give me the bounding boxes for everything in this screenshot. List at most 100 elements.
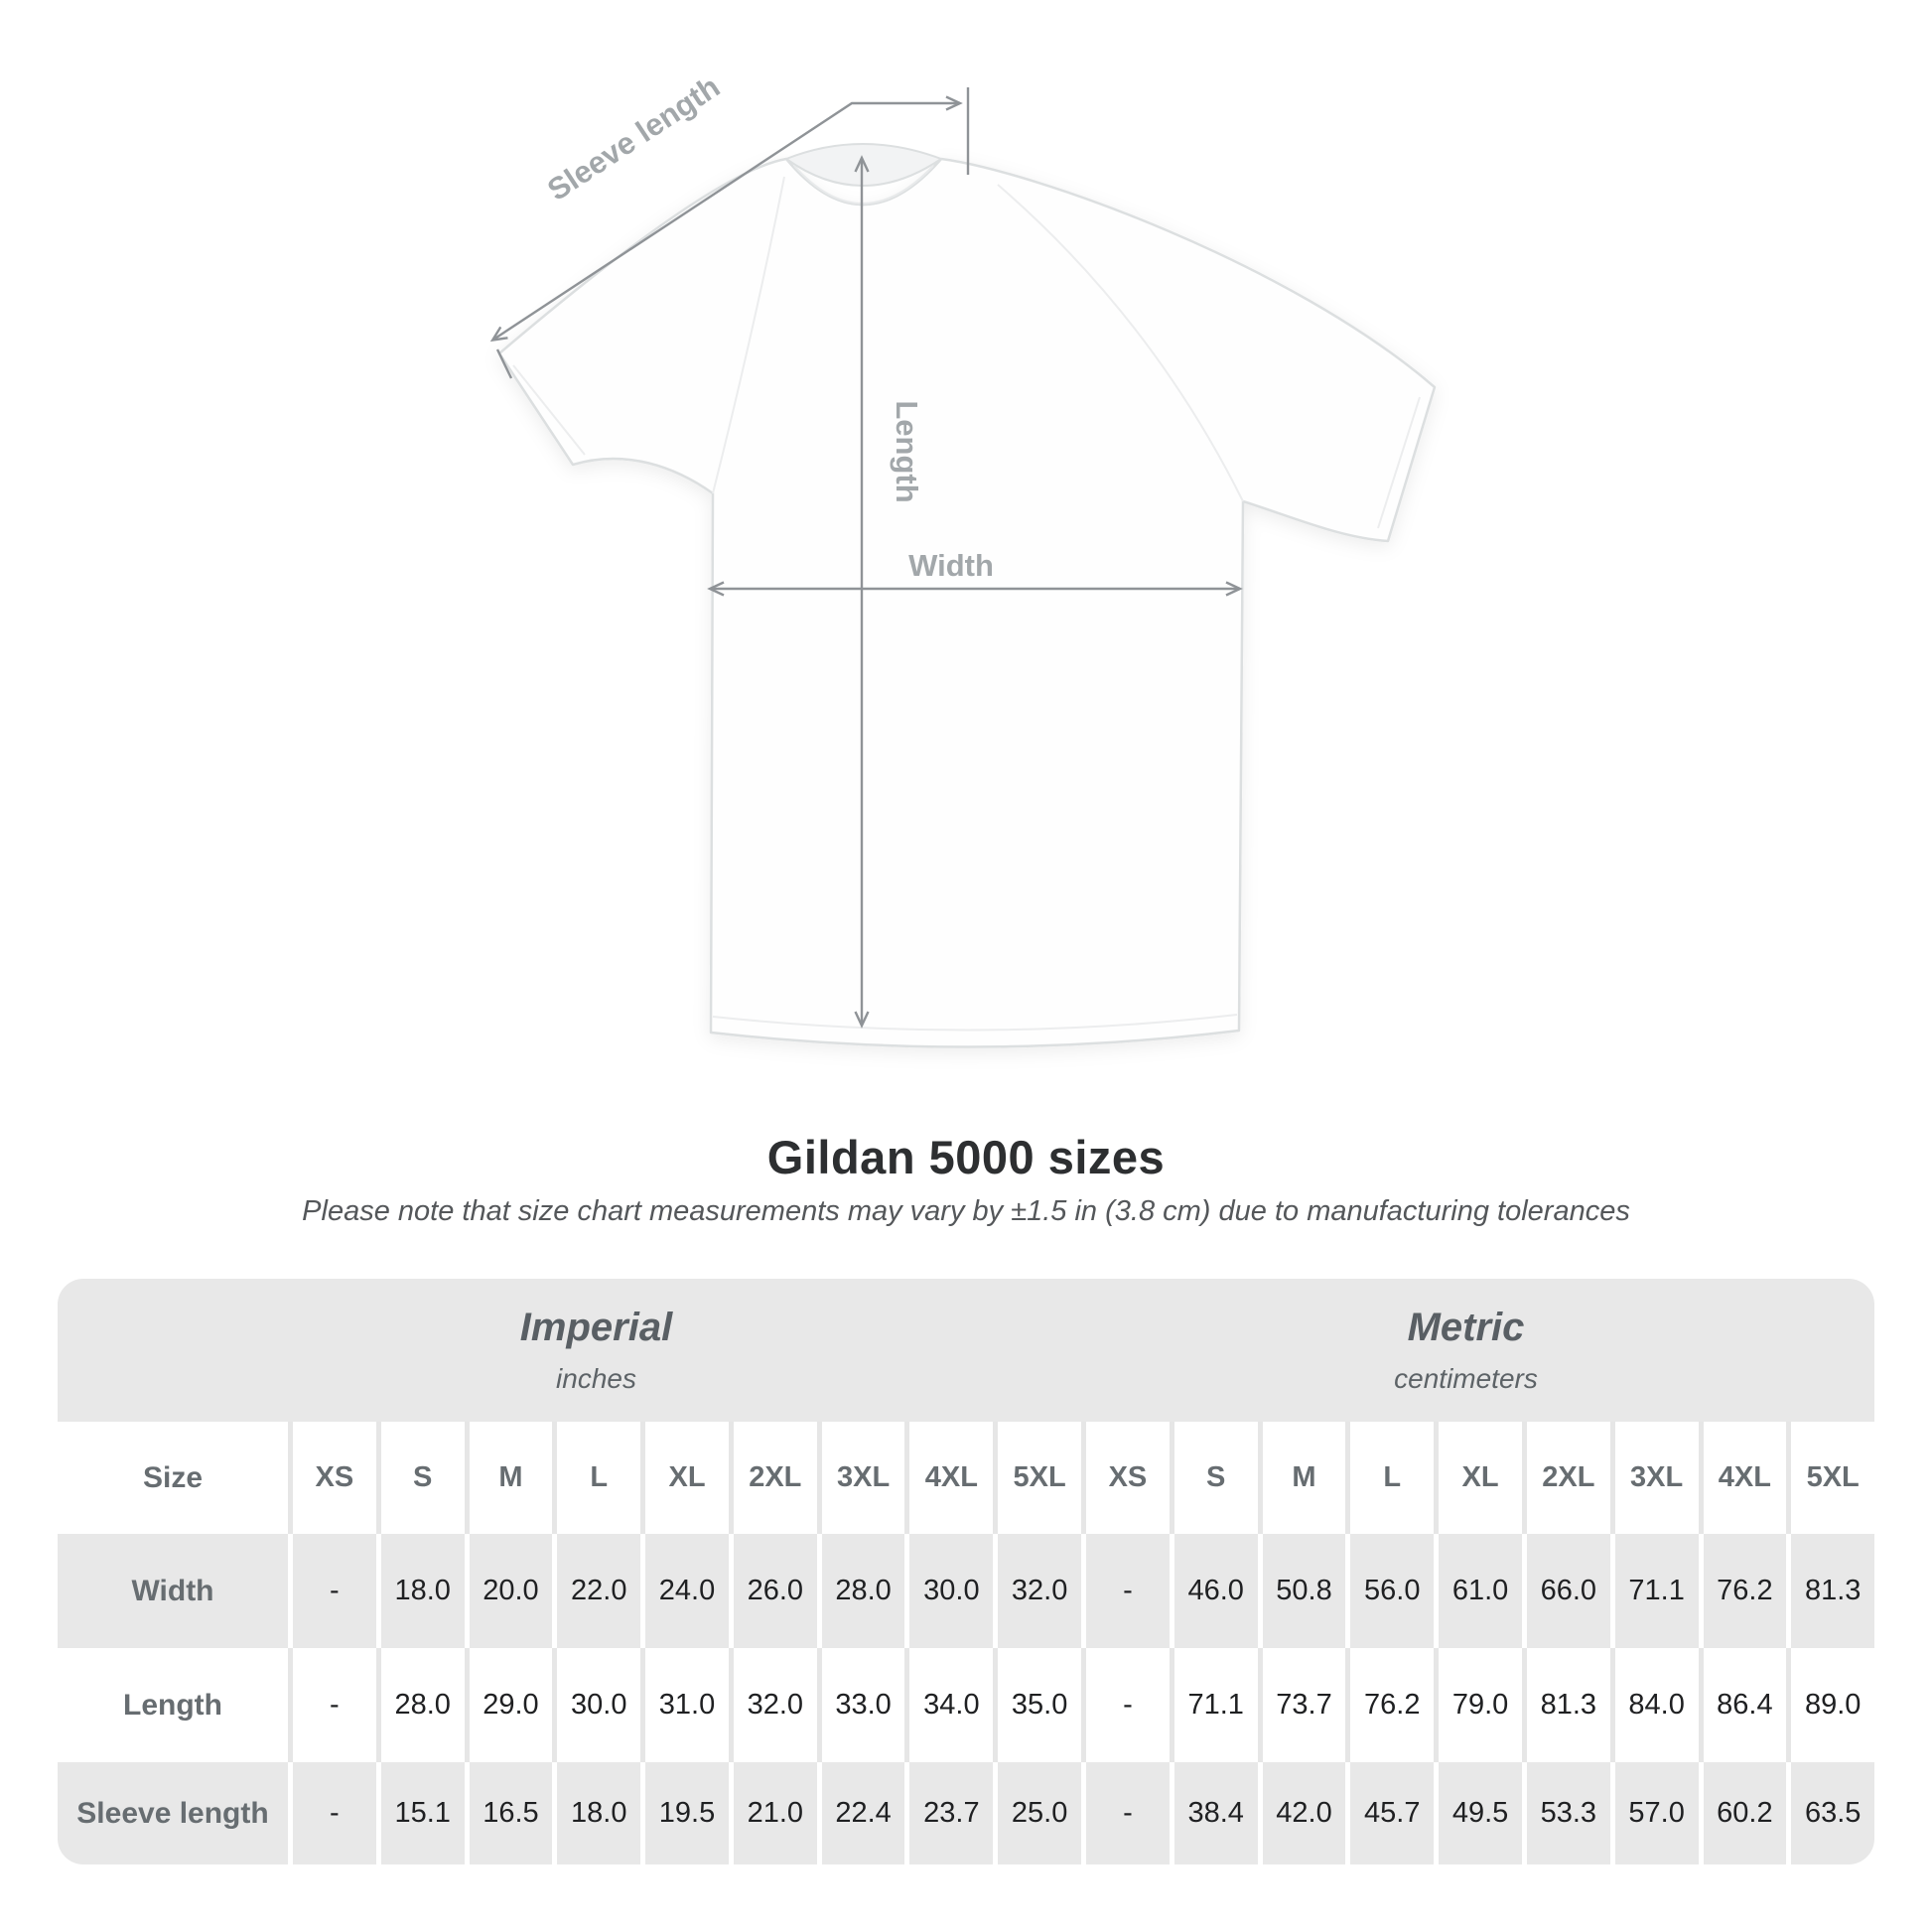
- table-cell: 81.3: [1521, 1648, 1610, 1762]
- column-header-m-imperial: M: [464, 1422, 553, 1534]
- column-header-5xl-imperial: 5XL: [993, 1422, 1081, 1534]
- table-cell: 31.0: [640, 1648, 729, 1762]
- table-cell: 28.0: [375, 1648, 465, 1762]
- column-header-3xl-metric: 3XL: [1609, 1422, 1699, 1534]
- table-cell: 18.0: [375, 1534, 465, 1648]
- column-header-xl-metric: XL: [1434, 1422, 1522, 1534]
- column-header-2xl-metric: 2XL: [1521, 1422, 1610, 1534]
- sleeve-length-row: Sleeve length - 15.1 16.5 18.0 19.5 21.0…: [58, 1762, 1874, 1864]
- column-header-l-metric: L: [1345, 1422, 1434, 1534]
- table-cell: 19.5: [640, 1762, 729, 1864]
- table-cell: 32.0: [993, 1534, 1081, 1648]
- tolerance-note: Please note that size chart measurements…: [302, 1195, 1630, 1227]
- tshirt-diagram: Sleeve length Length Width: [489, 69, 1437, 1048]
- table-cell: 49.5: [1434, 1762, 1522, 1864]
- table-cell: 71.1: [1169, 1648, 1258, 1762]
- length-label: Length: [890, 400, 924, 502]
- column-header-xl-imperial: XL: [640, 1422, 729, 1534]
- table-cell: 79.0: [1434, 1648, 1522, 1762]
- sleeve-length-label: Sleeve length: [541, 69, 726, 207]
- length-row: Length - 28.0 29.0 30.0 31.0 32.0 33.0 3…: [58, 1648, 1874, 1762]
- tshirt-armhole-right: [997, 184, 1244, 502]
- table-cell: 22.0: [552, 1534, 640, 1648]
- table-cell: 57.0: [1609, 1762, 1699, 1864]
- column-header-m-metric: M: [1257, 1422, 1346, 1534]
- table-cell: 46.0: [1169, 1534, 1258, 1648]
- table-cell: 71.1: [1609, 1534, 1699, 1648]
- table-cell: -: [288, 1762, 376, 1864]
- size-chart-table: Imperial inches Metric centimeters Size …: [58, 1279, 1874, 1864]
- table-cell: 86.4: [1698, 1648, 1787, 1762]
- table-cell: 23.7: [904, 1762, 993, 1864]
- table-cell: 50.8: [1257, 1534, 1346, 1648]
- metric-group-header: Metric centimeters: [1081, 1279, 1874, 1422]
- tshirt-body: [497, 157, 1437, 1048]
- table-cell: 16.5: [464, 1762, 553, 1864]
- table-cell: 42.0: [1257, 1762, 1346, 1864]
- table-cell: 89.0: [1786, 1648, 1874, 1762]
- column-header-xs-imperial: XS: [288, 1422, 376, 1534]
- sleeve-length-extension-tick: [495, 348, 513, 379]
- table-cell: 38.4: [1169, 1762, 1258, 1864]
- table-cell: 29.0: [464, 1648, 553, 1762]
- size-header: Size: [142, 1460, 204, 1494]
- column-header-xs-metric: XS: [1081, 1422, 1170, 1534]
- table-cell: 53.3: [1521, 1762, 1610, 1864]
- tshirt-hem-stitch: [712, 1014, 1238, 1032]
- table-cell: 26.0: [728, 1534, 817, 1648]
- table-cell: 30.0: [904, 1534, 993, 1648]
- table-cell: 73.7: [1257, 1648, 1346, 1762]
- table-cell: 25.0: [993, 1762, 1081, 1864]
- imperial-label: Imperial: [519, 1306, 673, 1349]
- page-title: Gildan 5000 sizes: [766, 1131, 1166, 1183]
- column-header-l-imperial: L: [552, 1422, 640, 1534]
- table-cell: 24.0: [640, 1534, 729, 1648]
- table-cell: 30.0: [552, 1648, 640, 1762]
- imperial-group-header: Imperial inches: [58, 1279, 1081, 1422]
- table-cell: 15.1: [375, 1762, 465, 1864]
- table-cell: 66.0: [1521, 1534, 1610, 1648]
- column-header-4xl-imperial: 4XL: [904, 1422, 993, 1534]
- table-cell: 63.5: [1786, 1762, 1874, 1864]
- column-header-4xl-metric: 4XL: [1698, 1422, 1787, 1534]
- table-cell: 35.0: [993, 1648, 1081, 1762]
- table-cell: 20.0: [464, 1534, 553, 1648]
- table-cell: 61.0: [1434, 1534, 1522, 1648]
- width-row: Width - 18.0 20.0 22.0 24.0 26.0 28.0 30…: [58, 1534, 1874, 1648]
- table-cell: 21.0: [728, 1762, 817, 1864]
- table-cell: -: [1081, 1648, 1170, 1762]
- row-label-width: Width: [131, 1574, 214, 1607]
- width-label: Width: [908, 548, 994, 583]
- table-cell: 34.0: [904, 1648, 993, 1762]
- table-cell: -: [1081, 1762, 1170, 1864]
- imperial-unit: inches: [556, 1363, 636, 1394]
- column-header-s-imperial: S: [375, 1422, 465, 1534]
- tshirt-cuff-stitch-left: [512, 364, 586, 456]
- sleeve-length-arrow: [489, 95, 963, 343]
- metric-unit: centimeters: [1394, 1363, 1538, 1394]
- column-header-3xl-imperial: 3XL: [816, 1422, 905, 1534]
- metric-label: Metric: [1407, 1306, 1525, 1349]
- table-cell: 76.2: [1698, 1534, 1787, 1648]
- measurement-lines: [489, 87, 1243, 1029]
- row-label-sleeve-length: Sleeve length: [76, 1796, 269, 1830]
- row-label-length: Length: [123, 1688, 222, 1722]
- column-header-s-metric: S: [1169, 1422, 1258, 1534]
- tshirt-illustration: [497, 143, 1437, 1048]
- table-cell: 81.3: [1786, 1534, 1874, 1648]
- table-cell: 56.0: [1345, 1534, 1434, 1648]
- table-cell: 22.4: [816, 1762, 905, 1864]
- table-cell: 32.0: [728, 1648, 817, 1762]
- table-cell: 28.0: [816, 1534, 905, 1648]
- unit-header-band: Imperial inches Metric centimeters: [58, 1279, 1874, 1422]
- column-header-5xl-metric: 5XL: [1786, 1422, 1874, 1534]
- table-cell: 60.2: [1698, 1762, 1787, 1864]
- table-cell: 45.7: [1345, 1762, 1434, 1864]
- column-header-2xl-imperial: 2XL: [728, 1422, 817, 1534]
- table-cell: 18.0: [552, 1762, 640, 1864]
- table-cell: -: [1081, 1534, 1170, 1648]
- table-cell: 84.0: [1609, 1648, 1699, 1762]
- size-header-row: Size XS S M L XL 2XL 3XL 4XL 5XL XS S M …: [58, 1422, 1874, 1534]
- table-cell: 76.2: [1345, 1648, 1434, 1762]
